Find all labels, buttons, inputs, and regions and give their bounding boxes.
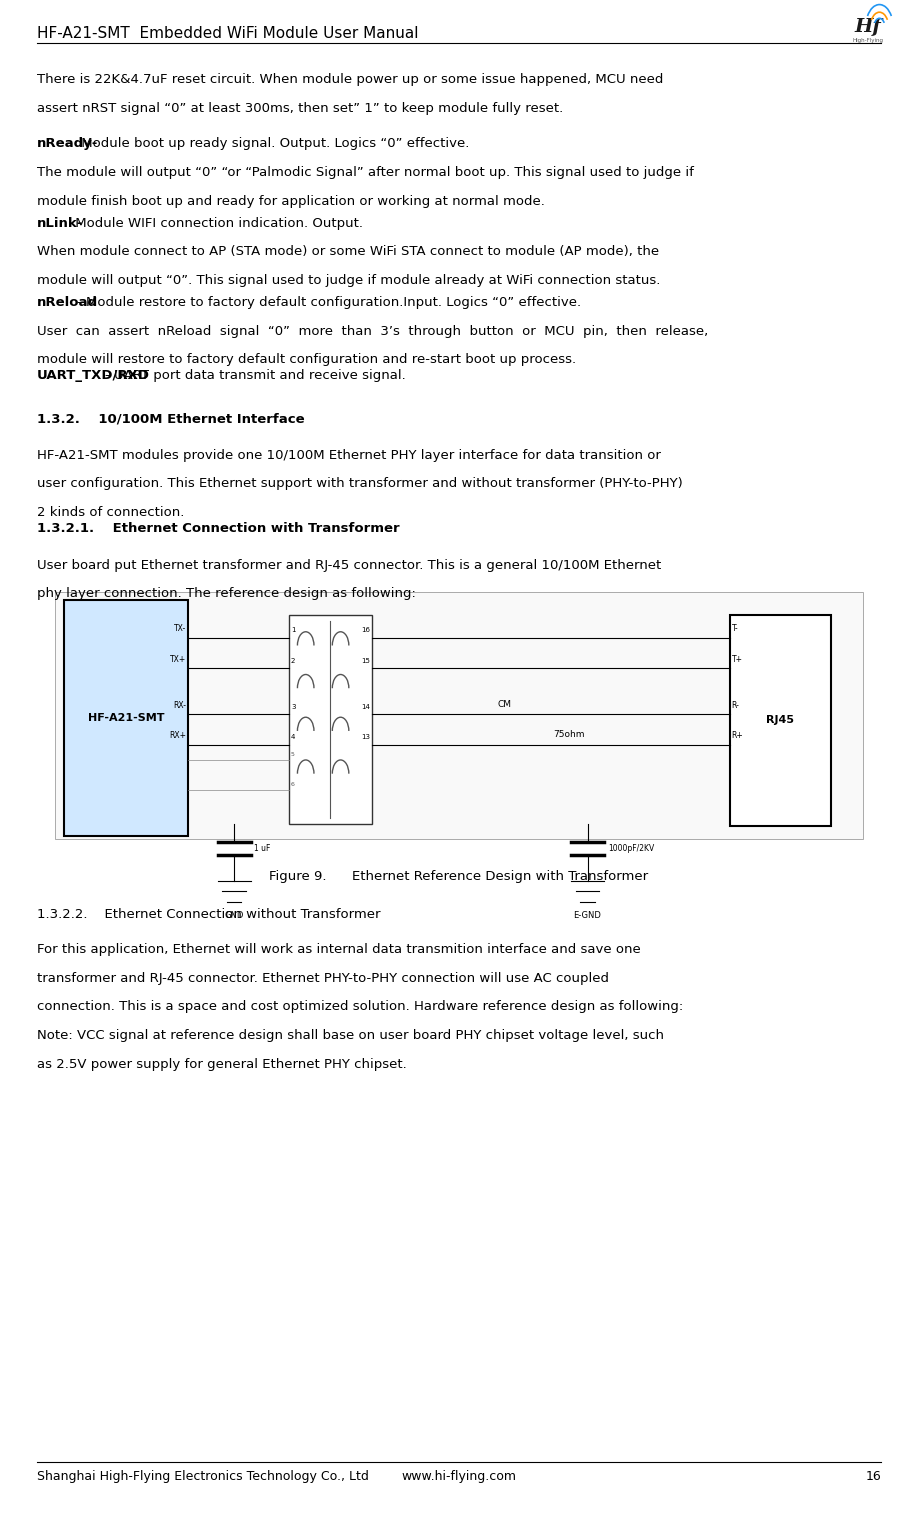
Text: phy layer connection. The reference design as following:: phy layer connection. The reference desi… [37,588,416,600]
Text: - UART port data transmit and receive signal.: - UART port data transmit and receive si… [105,369,406,383]
Text: 6: 6 [291,783,295,787]
Text: 15: 15 [361,658,370,664]
Text: There is 22K&4.7uF reset circuit. When module power up or some issue happened, M: There is 22K&4.7uF reset circuit. When m… [37,73,663,87]
Text: as 2.5V power supply for general Ethernet PHY chipset.: as 2.5V power supply for general Etherne… [37,1058,407,1071]
Text: T-: T- [732,624,738,633]
Text: 75ohm: 75ohm [554,731,585,739]
Text: 1.3.2.1.    Ethernet Connection with Transformer: 1.3.2.1. Ethernet Connection with Transf… [37,522,399,536]
FancyBboxPatch shape [289,615,372,824]
Text: 3: 3 [291,703,296,710]
Text: Note: VCC signal at reference design shall base on user board PHY chipset voltag: Note: VCC signal at reference design sha… [37,1029,664,1042]
Text: - Module restore to factory default configuration.Input. Logics “0” effective.: - Module restore to factory default conf… [76,296,581,310]
Text: 1.3.2.2.    Ethernet Connection without Transformer: 1.3.2.2. Ethernet Connection without Tra… [37,908,380,922]
Text: For this application, Ethernet will work as internal data transmition interface : For this application, Ethernet will work… [37,943,641,957]
Text: 1000pF/2KV: 1000pF/2KV [608,844,654,853]
Text: HF-A21-SMT: HF-A21-SMT [88,713,164,723]
Text: 1: 1 [291,627,296,633]
Text: user configuration. This Ethernet support with transformer and without transform: user configuration. This Ethernet suppor… [37,478,682,490]
Text: 2 kinds of connection.: 2 kinds of connection. [37,507,185,519]
Text: HF-A21-SMT modules provide one 10/100M Ethernet PHY layer interface for data tra: HF-A21-SMT modules provide one 10/100M E… [37,449,661,462]
Text: RX+: RX+ [169,731,186,740]
Text: When module connect to AP (STA mode) or some WiFi STA connect to module (AP mode: When module connect to AP (STA mode) or … [37,246,659,258]
Text: 1.3.2.    10/100M Ethernet Interface: 1.3.2. 10/100M Ethernet Interface [37,412,305,426]
Text: nReady-: nReady- [37,137,98,151]
Text: HF-A21-SMT  Embedded WiFi Module User Manual: HF-A21-SMT Embedded WiFi Module User Man… [37,26,419,41]
Text: 16: 16 [866,1470,881,1483]
Text: R+: R+ [732,731,744,740]
Text: Module boot up ready signal. Output. Logics “0” effective.: Module boot up ready signal. Output. Log… [76,137,469,151]
Text: 13: 13 [361,734,370,740]
Text: 4: 4 [291,734,296,740]
Text: connection. This is a space and cost optimized solution. Hardware reference desi: connection. This is a space and cost opt… [37,1001,683,1013]
FancyBboxPatch shape [730,615,831,826]
FancyBboxPatch shape [64,600,188,836]
Text: TX+: TX+ [170,655,186,664]
Text: High-Flying: High-Flying [852,38,883,43]
Text: TX-: TX- [174,624,186,633]
Text: RJ45: RJ45 [767,716,794,725]
Text: R-: R- [732,700,740,710]
Text: nLink-: nLink- [37,217,84,230]
Text: module will output “0”. This signal used to judge if module already at WiFi conn: module will output “0”. This signal used… [37,275,660,287]
Text: Hf: Hf [854,18,881,37]
Text: module finish boot up and ready for application or working at normal mode.: module finish boot up and ready for appl… [37,195,544,208]
FancyBboxPatch shape [55,592,863,839]
Text: Module WIFI connection indication. Output.: Module WIFI connection indication. Outpu… [71,217,363,230]
Text: The module will output “0” “or “Palmodic Signal” after normal boot up. This sign: The module will output “0” “or “Palmodic… [37,166,694,179]
Text: 2: 2 [291,658,296,664]
Text: Figure 9.      Ethernet Reference Design with Transformer: Figure 9. Ethernet Reference Design with… [270,870,648,884]
Text: GND: GND [224,911,244,920]
Text: UART_TXD/RXD: UART_TXD/RXD [37,369,150,383]
Text: assert nRST signal “0” at least 300ms, then set” 1” to keep module fully reset.: assert nRST signal “0” at least 300ms, t… [37,102,563,114]
Text: transformer and RJ-45 connector. Ethernet PHY-to-PHY connection will use AC coup: transformer and RJ-45 connector. Etherne… [37,972,609,984]
Text: User board put Ethernet transformer and RJ-45 connector. This is a general 10/10: User board put Ethernet transformer and … [37,559,661,572]
Text: RX-: RX- [174,700,186,710]
Text: 1 uF: 1 uF [254,844,271,853]
Text: 14: 14 [361,703,370,710]
Text: T+: T+ [732,655,743,664]
Text: www.hi-flying.com: www.hi-flying.com [401,1470,517,1483]
Text: module will restore to factory default configuration and re-start boot up proces: module will restore to factory default c… [37,354,576,366]
Text: E-GND: E-GND [574,911,601,920]
Text: CM: CM [498,700,512,708]
Text: User  can  assert  nReload  signal  “0”  more  than  3’s  through  button  or  M: User can assert nReload signal “0” more … [37,325,708,337]
Text: Shanghai High-Flying Electronics Technology Co., Ltd: Shanghai High-Flying Electronics Technol… [37,1470,369,1483]
Text: nReload: nReload [37,296,97,310]
Text: 16: 16 [361,627,370,633]
Text: 5: 5 [291,752,295,757]
